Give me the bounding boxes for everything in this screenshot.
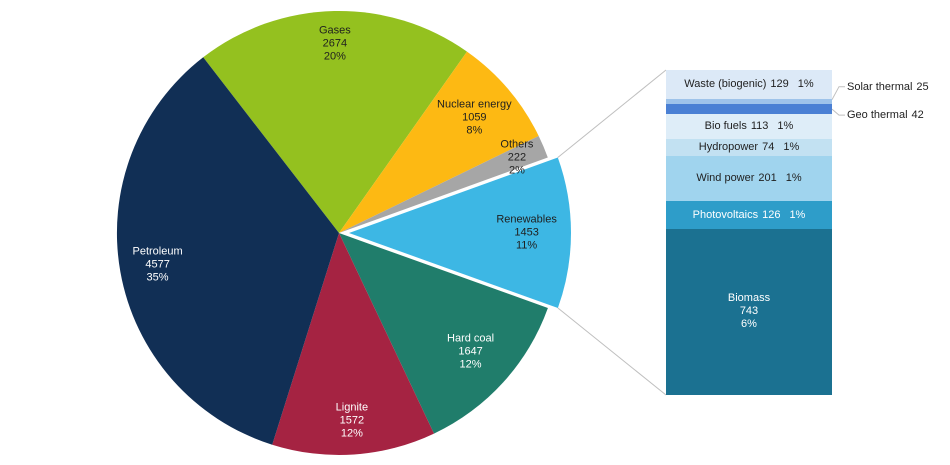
- pie-label-pct: 12%: [340, 427, 363, 440]
- bar-segment-geo-thermal: [666, 104, 832, 114]
- segment-label: Waste (biogenic): [684, 78, 767, 91]
- pie-label-label: Nuclear energy: [437, 98, 512, 111]
- pie-label-value: 1572: [339, 414, 365, 427]
- pie-slice-renewables: [349, 157, 571, 308]
- pie-label-lignite: Lignite 1572 12%: [336, 402, 368, 441]
- pie-label-pct: 20%: [323, 50, 346, 63]
- leader-line-solar-thermal: [831, 86, 845, 100]
- callout-name: Solar thermal: [847, 80, 913, 93]
- segment-value: 743: [739, 305, 759, 318]
- pie-label-value: 222: [507, 151, 527, 164]
- pie-slice-hard-coal: [339, 233, 548, 434]
- pie-label-label: Renewables: [496, 213, 557, 226]
- segment-pct: 1%: [785, 172, 802, 185]
- segment-pct: 1%: [797, 78, 814, 91]
- pie-slice-others: [339, 136, 548, 233]
- segment-label: Photovoltaics: [692, 208, 759, 221]
- segment-value: 74: [762, 141, 775, 154]
- pie-label-value: 4577: [145, 258, 170, 271]
- segment-pct: 1%: [789, 208, 806, 221]
- callout-value: 25: [916, 80, 929, 93]
- pie-slice-petroleum: [116, 57, 339, 445]
- pie-label-pct: 2%: [508, 164, 525, 177]
- bar-segment-photovoltaics: Photovoltaics 126 1%: [666, 200, 832, 229]
- pie-label-label: Petroleum: [132, 245, 183, 258]
- segment-value: 129: [770, 78, 789, 91]
- bar-segment-wind-power: Wind power 201 1%: [666, 155, 832, 201]
- pie-slice-gases: [203, 10, 467, 234]
- pie-label-nuclear-energy: Nuclear energy 1059 8%: [437, 98, 512, 137]
- bar-segment-waste-biogenic: Waste (biogenic) 129 1%: [666, 70, 832, 99]
- callout-value: 42: [911, 109, 924, 122]
- pie-label-value: 1453: [514, 226, 539, 239]
- pie-label-label: Gases: [318, 24, 351, 37]
- pie-slice-lignite: [272, 233, 434, 455]
- segment-label: Wind power: [696, 172, 755, 185]
- segment-pct: 6%: [741, 318, 757, 331]
- segment-value: 126: [762, 208, 781, 221]
- pie-label-hard-coal: Hard coal 1647 12%: [447, 333, 494, 372]
- segment-label: Biomass: [727, 292, 771, 305]
- pie-label-gases: Gases 2674 20%: [319, 25, 351, 64]
- pie-label-value: 1059: [462, 111, 487, 124]
- bar-segment-biomass: Biomass 743 6%: [666, 228, 832, 395]
- segment-value: 201: [758, 172, 777, 185]
- pie-label-pct: 35%: [146, 271, 169, 284]
- connector-line-bottom: [557, 307, 667, 396]
- pie-label-label: Hard coal: [447, 332, 495, 345]
- pie-label-renewables: Renewables 1453 11%: [496, 213, 557, 252]
- pie-label-label: Others: [500, 138, 534, 151]
- pie-slice-nuclear-energy: [339, 51, 539, 233]
- pie-label-pct: 11%: [515, 239, 538, 252]
- pie-label-label: Lignite: [335, 401, 369, 414]
- segment-pct: 1%: [783, 141, 800, 154]
- bar-segment-bio-fuels: Bio fuels 113 1%: [666, 113, 832, 140]
- callout-label-solar-thermal: Solar thermal 25: [847, 81, 929, 93]
- pie-label-pct: 8%: [466, 124, 483, 137]
- connector-line-top: [557, 69, 667, 158]
- pie-label-value: 1647: [458, 345, 483, 358]
- bar-segment-hydropower: Hydropower 74 1%: [666, 139, 832, 156]
- leader-line-geo-thermal: [831, 108, 845, 116]
- callout-label-geo-thermal: Geo thermal 42: [847, 109, 924, 121]
- bar-segment-solar-thermal: [666, 98, 832, 105]
- segment-label: Hydropower: [698, 141, 759, 154]
- pie-label-petroleum: Petroleum 4577 35%: [133, 246, 183, 285]
- pie-label-others: Others 222 2%: [500, 138, 533, 177]
- segment-pct: 1%: [777, 120, 794, 133]
- segment-value: 113: [750, 120, 769, 133]
- pie-label-pct: 12%: [459, 358, 482, 371]
- segment-label: Bio fuels: [704, 120, 747, 133]
- pie-label-value: 2674: [322, 37, 348, 50]
- callout-name: Geo thermal: [847, 109, 908, 122]
